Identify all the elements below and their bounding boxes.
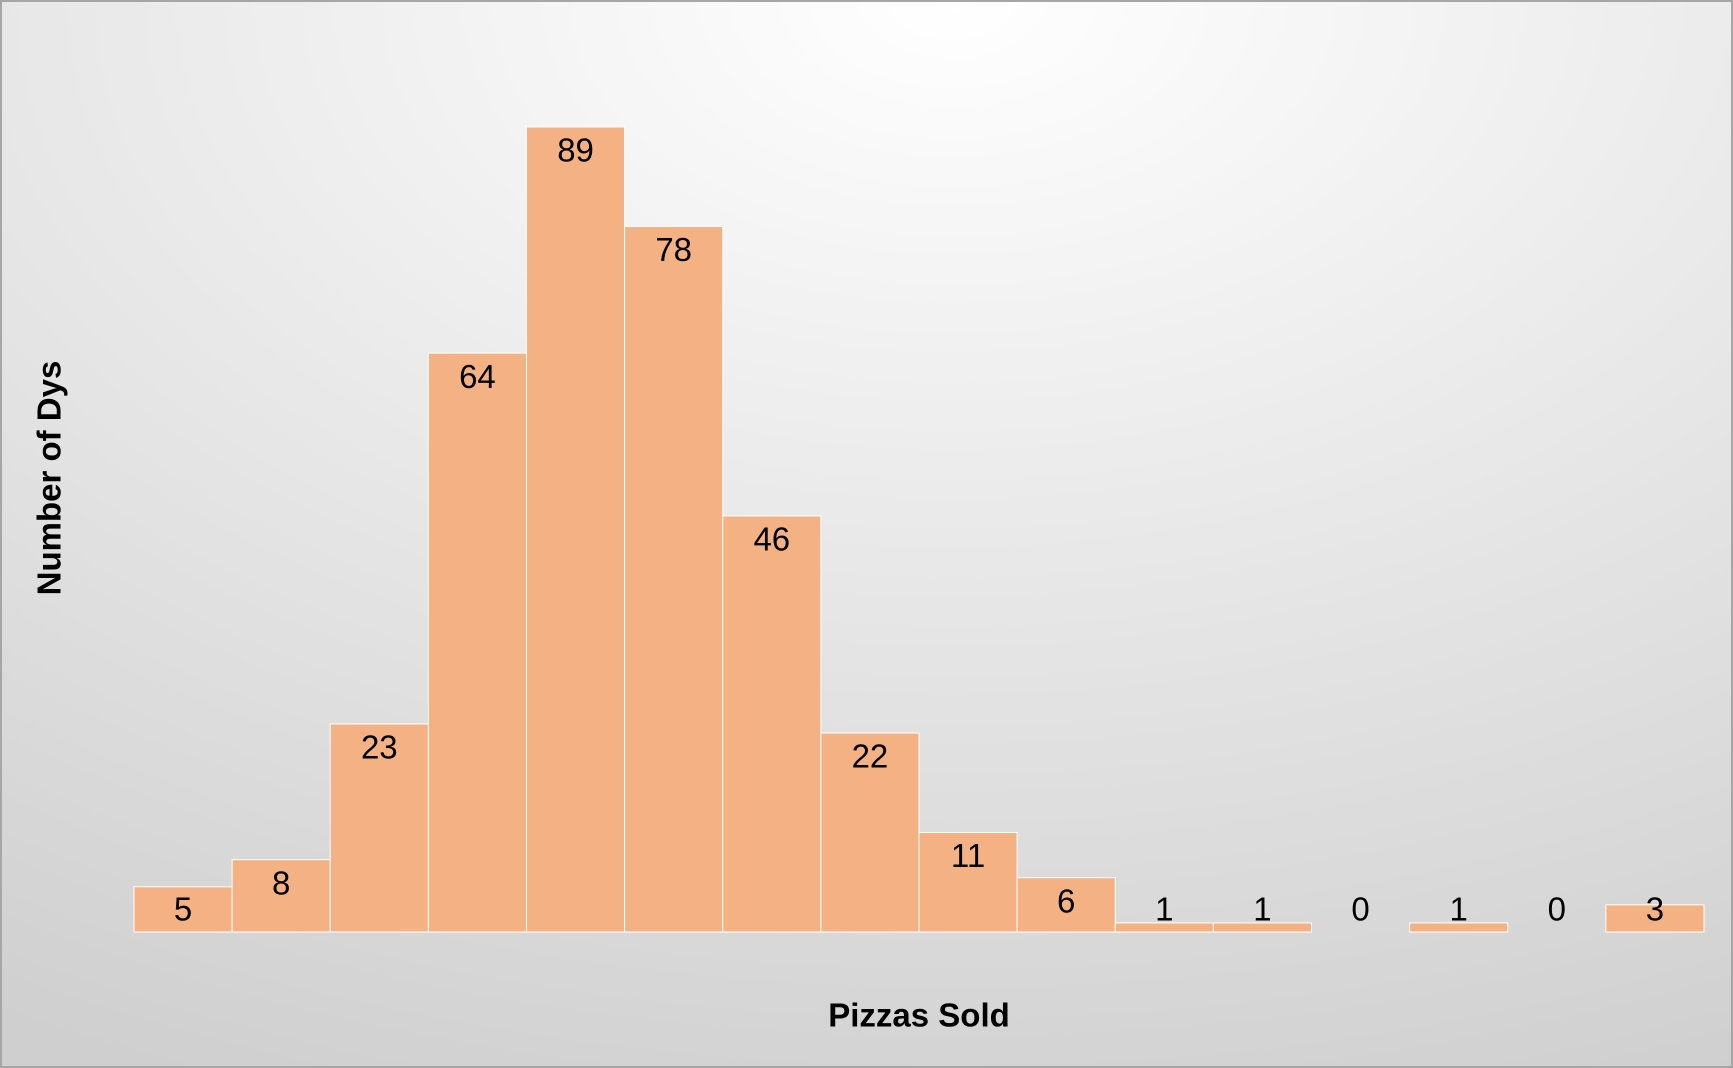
bar — [722, 515, 822, 933]
bar — [526, 126, 626, 933]
data-label: 0 — [1351, 891, 1369, 928]
data-label: 3 — [1646, 891, 1664, 928]
y-axis-title: Number of Dys — [31, 361, 68, 596]
data-label: 1 — [1253, 891, 1271, 928]
bar — [918, 832, 1018, 933]
bar — [1212, 922, 1312, 933]
bar — [1016, 877, 1116, 933]
data-label: 22 — [852, 738, 889, 775]
bar — [624, 225, 724, 933]
bar — [231, 859, 331, 933]
data-label: 64 — [459, 358, 496, 395]
data-label: 8 — [272, 864, 290, 901]
bar — [427, 352, 527, 933]
data-label: 11 — [951, 837, 985, 874]
data-label: 1 — [1450, 891, 1468, 928]
bar — [820, 732, 920, 933]
data-label: 1 — [1155, 891, 1173, 928]
bar — [329, 723, 429, 933]
data-label: 78 — [655, 231, 692, 268]
data-label: 5 — [174, 891, 192, 928]
data-label: 6 — [1057, 882, 1075, 919]
x-axis-title: Pizzas Sold — [828, 997, 1010, 1034]
data-label: 23 — [361, 729, 398, 766]
data-label: 0 — [1548, 891, 1566, 928]
data-label: 89 — [557, 132, 594, 169]
bar — [1605, 904, 1705, 933]
bar — [133, 886, 233, 933]
bar — [1409, 922, 1509, 933]
data-label: 46 — [753, 521, 790, 558]
